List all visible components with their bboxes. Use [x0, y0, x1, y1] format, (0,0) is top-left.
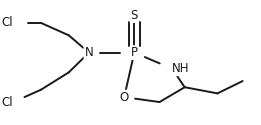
- Text: N: N: [85, 46, 93, 59]
- Text: O: O: [120, 91, 129, 104]
- Text: NH: NH: [172, 62, 189, 75]
- Text: P: P: [131, 46, 138, 59]
- Text: Cl: Cl: [2, 16, 13, 30]
- Text: S: S: [130, 9, 138, 22]
- Text: Cl: Cl: [2, 96, 13, 108]
